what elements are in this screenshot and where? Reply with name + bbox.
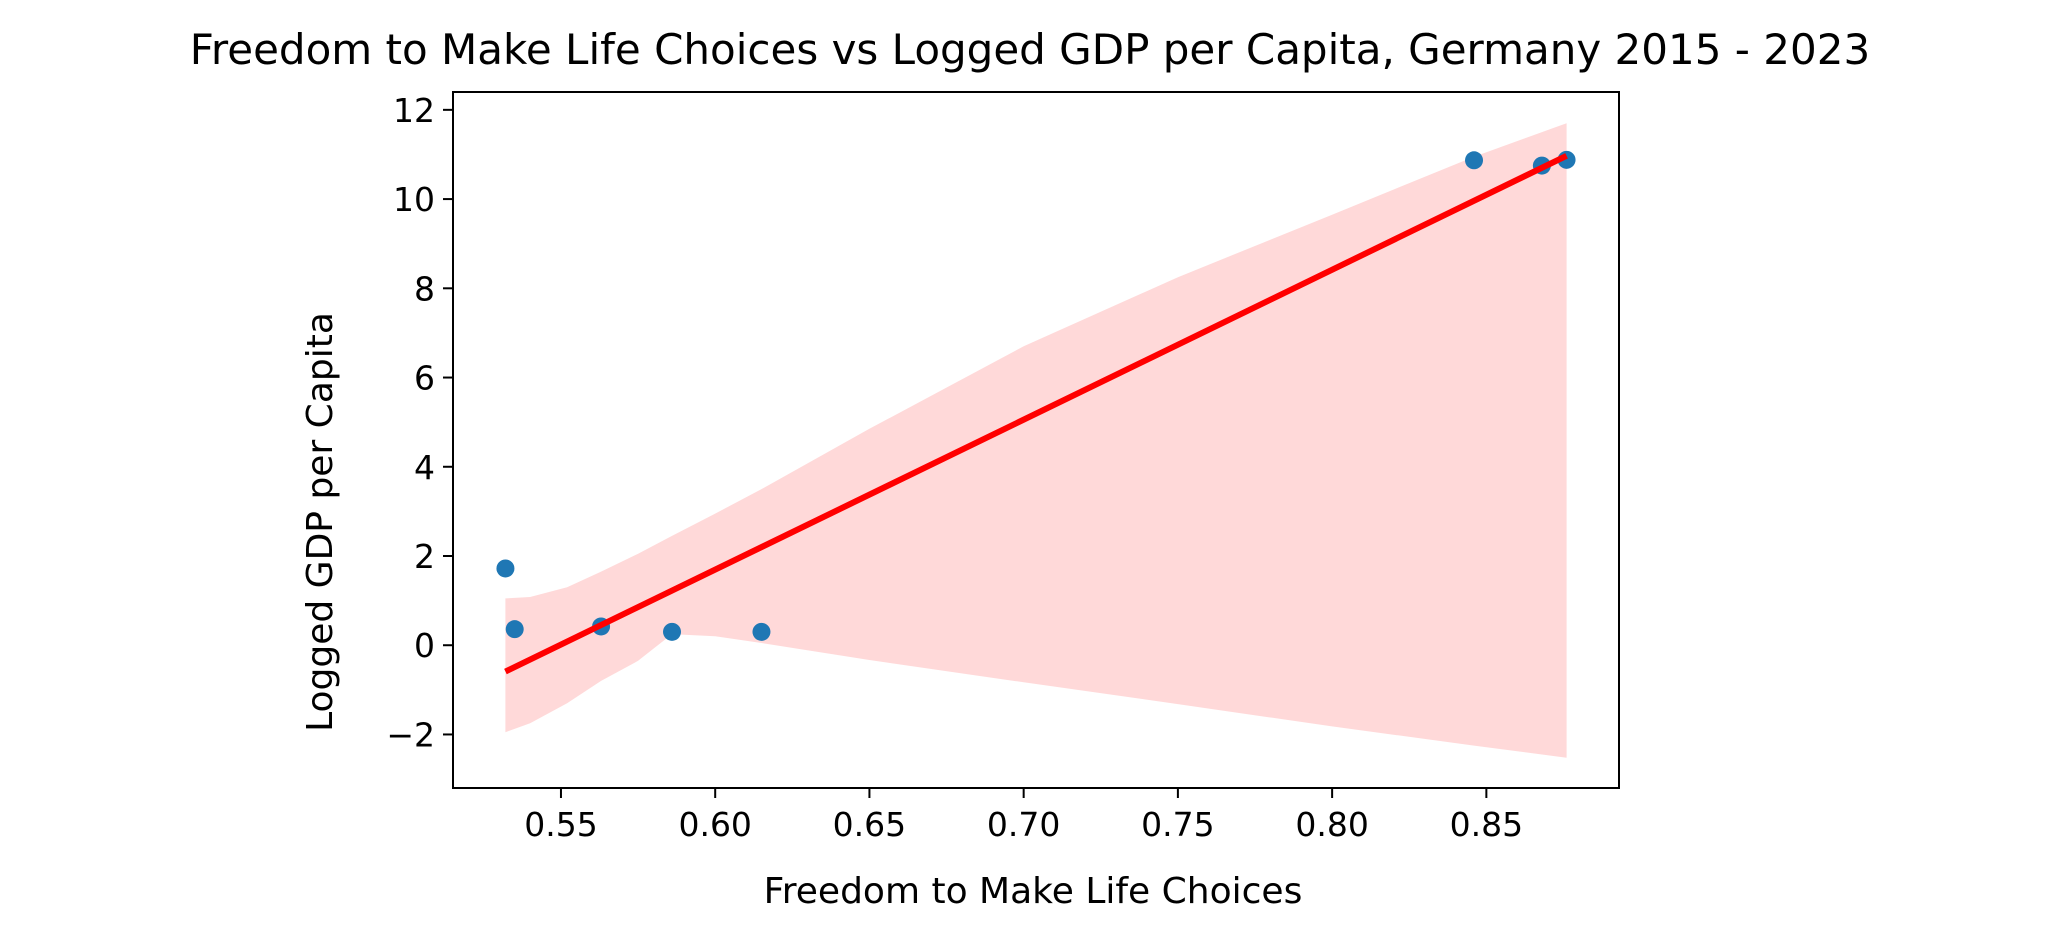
axes-frame	[452, 91, 1620, 789]
x-tick-label: 0.60	[678, 805, 751, 844]
x-tick-label: 0.85	[1450, 805, 1523, 844]
y-tick-label: 8	[414, 269, 435, 308]
x-tick-label: 0.55	[524, 805, 597, 844]
y-tick-label: −2	[386, 715, 435, 754]
y-tick-label: 4	[414, 448, 435, 487]
y-tick-label: 0	[414, 626, 435, 665]
x-tick-label: 0.65	[833, 805, 906, 844]
y-tick-label: 2	[414, 537, 435, 576]
data-point	[505, 620, 524, 639]
plot-area: 0.55 0.60 0.65 0.70 0.75 0.80 0.85 −2 0 2 4 6 8 10 12	[386, 91, 1620, 844]
y-tick-label: 6	[414, 359, 435, 398]
data-point	[663, 622, 682, 641]
data-point	[496, 559, 515, 578]
data-point	[752, 622, 771, 641]
regression-line	[504, 153, 1568, 675]
y-tick-label: 10	[393, 180, 435, 219]
y-axis-label: Logged GDP per Capita	[300, 312, 341, 732]
data-point	[1465, 151, 1484, 170]
x-tick-label: 0.80	[1295, 805, 1368, 844]
y-tick-label: 12	[393, 91, 435, 130]
chart-title: Freedom to Make Life Choices vs Logged G…	[190, 25, 1870, 74]
x-tick-label: 0.75	[1141, 805, 1214, 844]
x-axis-label: Freedom to Make Life Choices	[764, 871, 1303, 912]
x-tick-label: 0.70	[987, 805, 1060, 844]
